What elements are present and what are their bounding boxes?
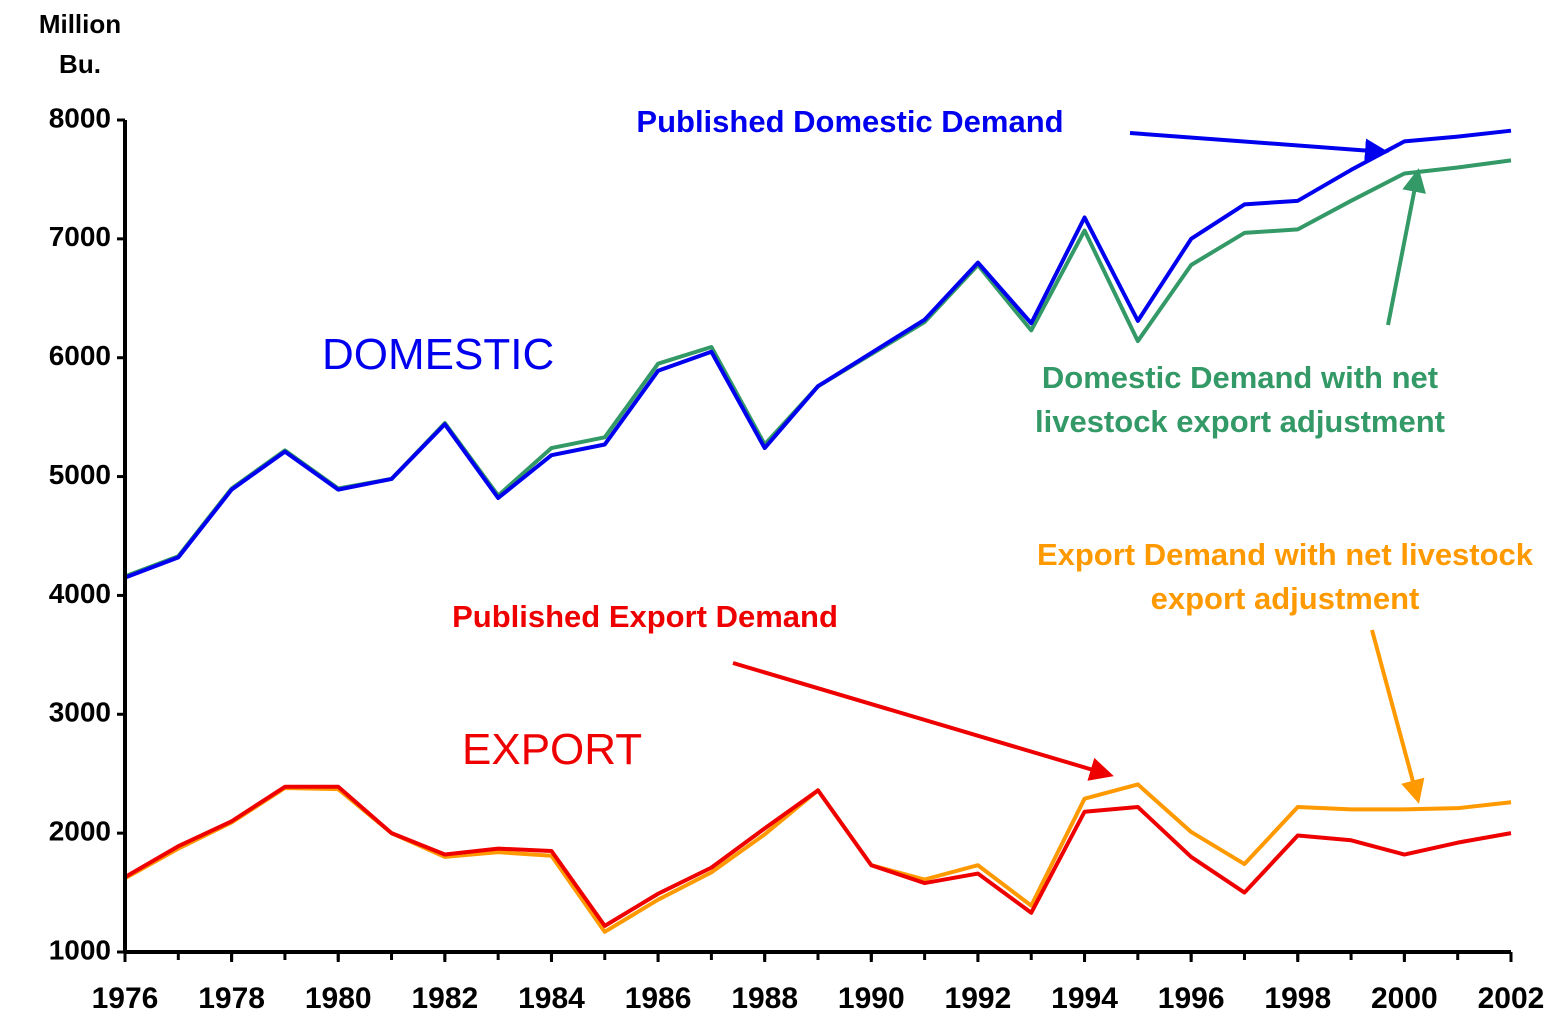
arrow [1370,629,1425,804]
x-tick-label: 1998 [1264,982,1331,1015]
x-tick-label: 1996 [1158,982,1225,1015]
y-tick-label: 8000 [49,102,111,133]
x-tick-label: 2000 [1371,982,1438,1015]
x-tick-label: 1976 [92,982,159,1015]
x-tick-label: 1994 [1051,982,1118,1015]
x-tick-label: 1978 [198,982,265,1015]
arrow [1386,168,1426,326]
y-tick-label: 4000 [49,578,111,609]
series-label: Published Export Demand [452,599,838,634]
arrow [732,661,1114,781]
annotation: DOMESTIC [322,330,555,379]
arrow [1129,131,1389,163]
x-tick-label: 1984 [518,982,585,1015]
x-tick-label: 1986 [625,982,692,1015]
y-tick-label: 7000 [49,221,111,252]
x-tick-label: 1992 [945,982,1012,1015]
y-tick-label: 3000 [49,697,111,728]
y-tick-label: 6000 [49,340,111,371]
x-tick-label: 1990 [838,982,905,1015]
x-tick-label: 2002 [1478,982,1545,1015]
y-tick-label: 2000 [49,816,111,847]
series-label: Published Domestic Demand [636,104,1064,139]
x-tick-label: 1982 [411,982,478,1015]
x-tick-label: 1988 [731,982,798,1015]
y-tick-label: 5000 [49,459,111,490]
series-label: Domestic Demand with net livestock expor… [1034,360,1445,439]
series-line [124,782,1512,934]
y-tick-label: 1000 [49,934,111,965]
series-label: Export Demand with net livestock export … [1036,537,1534,616]
annotation: EXPORT [462,725,643,774]
series-line [123,784,1512,928]
y-axis-label: Million Bu. [38,9,122,79]
x-tick-label: 1980 [305,982,372,1015]
series-line [124,128,1512,580]
